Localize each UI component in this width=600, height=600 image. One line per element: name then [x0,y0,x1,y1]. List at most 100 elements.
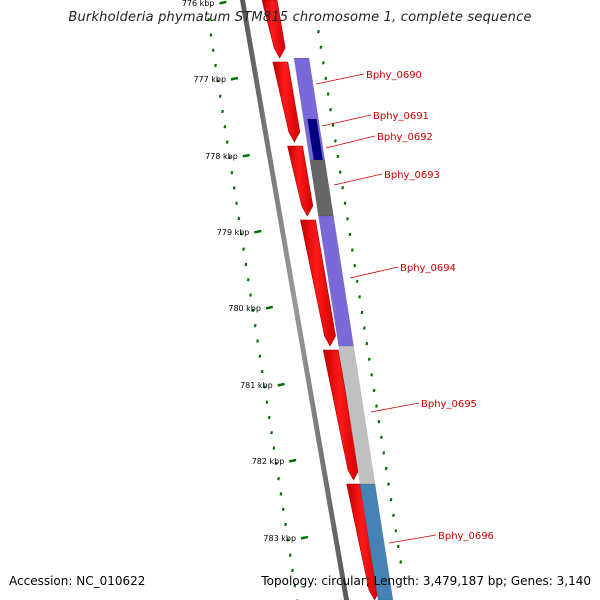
major-tick-mark [230,76,239,81]
gene-label[interactable]: Bphy_0691 [373,111,429,122]
major-tick: 780 kbp [228,304,274,313]
tick-ring [207,18,403,600]
minor-tick [218,94,222,98]
major-tick: 782 kbp [252,457,297,466]
leader-line [325,135,376,149]
outer-minor-tick [389,497,393,502]
minor-tick [253,324,257,328]
outer-minor-tick [346,217,349,221]
tick-label: 780 kbp [228,304,261,313]
gene-labels: Bphy_0690 Bphy_0691 Bphy_0692 Bphy_0693 Bphy… [315,70,494,544]
tick-label: 783 kbp [263,534,296,543]
minor-tick [214,63,217,68]
outer-minor-tick [392,513,395,517]
minor-tick [263,385,266,389]
tick-label: 776 kbp [182,0,215,8]
gene-label-group[interactable]: Bphy_0695 [370,399,477,413]
outer-minor-tick [365,342,369,346]
gene-label[interactable]: Bphy_0692 [377,132,433,143]
outer-minor-tick [348,232,352,237]
major-tick-mark [254,229,262,234]
major-tick-mark [265,305,274,310]
minor-tick [284,522,287,527]
leader-line [333,173,383,186]
minor-tick [249,293,252,297]
outer-minor-tick [338,170,342,174]
cds-arrow[interactable] [272,61,301,143]
minor-tick [223,125,227,129]
major-tick-mark [289,458,297,463]
minor-tick [251,308,255,313]
outer-minor-tick [387,482,390,486]
outer-minor-tick [375,404,378,408]
major-tick: 779 kbp [217,228,262,237]
major-tick-mark [277,382,285,387]
leader-line [315,73,365,85]
gene-label-group[interactable]: Bphy_0694 [349,263,456,279]
gene-segment[interactable] [309,159,334,217]
cds-arrow[interactable] [300,219,336,347]
minor-tick [239,232,243,236]
forward-strand [261,0,381,600]
tick-label: 779 kbp [217,228,250,237]
reverse-strand [293,57,394,600]
gene-label-group[interactable]: Bphy_0693 [333,170,440,186]
minor-tick [230,171,234,175]
outer-minor-tick [331,123,335,127]
outer-minor-tick [324,76,328,81]
gene-label-group[interactable]: Bphy_0692 [325,132,433,149]
gene-segment[interactable] [359,483,394,600]
map-title: Burkholderia phymatum STM815 chromosome … [68,10,532,25]
major-tick: 776 kbp [182,0,227,8]
gene-label[interactable]: Bphy_0695 [421,399,477,410]
minor-tick [235,201,238,205]
outer-minor-tick [334,139,337,143]
outer-minor-tick [336,154,340,159]
minor-tick [216,79,220,83]
cds-arrow[interactable] [287,145,314,217]
outer-minor-tick [399,560,403,564]
outer-minor-tick [382,451,386,455]
major-tick: 777 kbp [193,75,239,84]
gene-label-group[interactable]: Bphy_0696 [388,531,494,544]
gene-label[interactable]: Bphy_0696 [438,531,494,542]
outer-minor-tick [319,45,323,49]
tick-label: 781 kbp [240,381,273,390]
gene-label-group[interactable]: Bphy_0690 [315,70,422,85]
minor-tick [207,18,210,22]
minor-tick [260,369,264,374]
outer-minor-tick [355,279,359,283]
leader-line [388,534,437,544]
gene-label[interactable]: Bphy_0690 [366,70,422,81]
cds-arrow[interactable] [322,349,360,481]
minor-tick [211,48,215,52]
minor-tick [237,216,241,221]
minor-tick [225,140,229,144]
gene-label[interactable]: Bphy_0693 [384,170,440,181]
outer-minor-tick [341,185,344,190]
minor-tick [270,431,273,435]
outer-minor-tick [377,420,381,424]
major-ticks: 776 kbp 777 kbp 778 kbp 779 kbp 780 kbp 781 k… [182,0,309,543]
outer-minor-tick [350,248,354,252]
outer-minor-tick [367,357,371,361]
minor-tick [291,568,294,573]
gene-label-group[interactable]: Bphy_0691 [321,111,429,127]
outer-minor-tick [321,61,325,65]
minor-tick [246,278,250,282]
minor-tick [221,109,224,114]
leader-line [370,402,420,413]
gene-label[interactable]: Bphy_0694 [400,263,456,274]
tick-label: 782 kbp [252,457,285,466]
outer-minor-tick [326,92,330,96]
outer-minor-tick [329,108,332,112]
outer-minor-tick [317,30,320,34]
major-tick-mark [300,535,309,540]
minor-tick [293,584,297,588]
outer-minor-tick [379,435,383,439]
minor-tick [288,553,292,557]
cds-arrow[interactable] [261,0,286,59]
tick-label: 777 kbp [193,75,226,84]
outer-minor-tick [372,388,376,393]
